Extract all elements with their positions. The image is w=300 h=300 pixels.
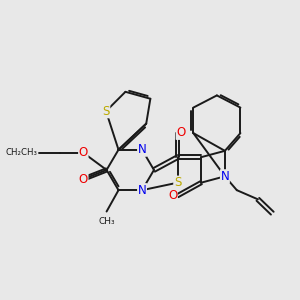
Text: N: N: [220, 170, 229, 183]
Text: N: N: [138, 184, 146, 197]
Text: S: S: [102, 105, 110, 118]
Text: O: O: [176, 126, 185, 139]
Text: S: S: [174, 176, 181, 189]
Text: N: N: [138, 143, 146, 156]
Text: O: O: [79, 172, 88, 186]
Text: O: O: [168, 189, 177, 202]
Text: CH₃: CH₃: [98, 217, 115, 226]
Text: CH₂CH₃: CH₂CH₃: [6, 148, 38, 157]
Text: O: O: [79, 146, 88, 159]
